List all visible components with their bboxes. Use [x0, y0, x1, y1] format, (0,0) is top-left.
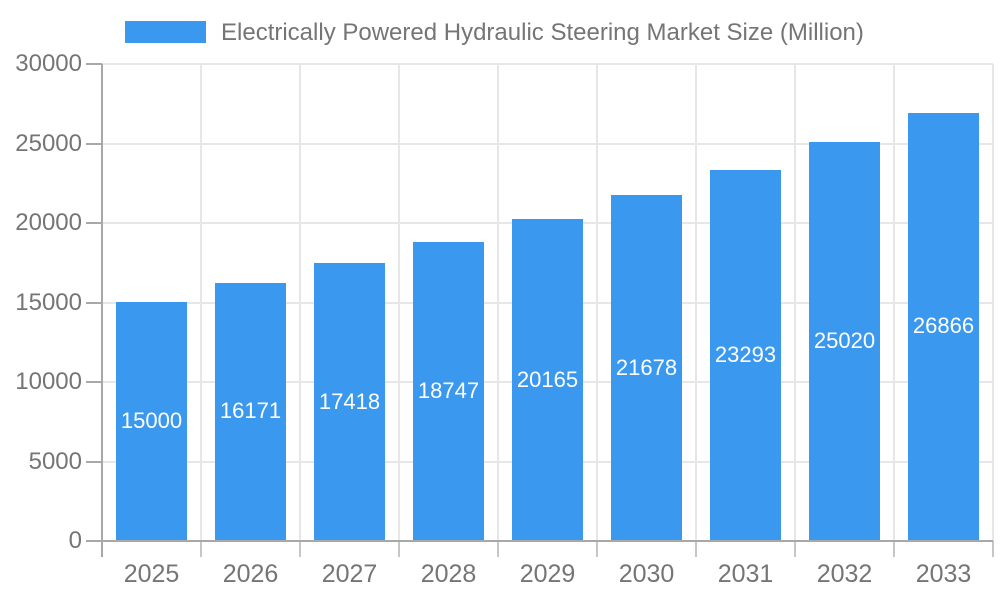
bar-value-label: 17418: [318, 389, 381, 414]
bar-value-label: 25020: [813, 328, 876, 353]
v-gridline: [200, 64, 202, 541]
bar-value-label: 23293: [714, 342, 777, 367]
x-baseline: [101, 540, 993, 542]
legend-label: Electrically Powered Hydraulic Steering …: [221, 19, 864, 46]
bar: [611, 195, 682, 540]
y-tick: [86, 222, 102, 224]
x-axis-label: 2032: [816, 560, 873, 588]
v-gridline: [299, 64, 301, 541]
y-axis-label: 5000: [28, 448, 82, 475]
x-axis-label: 2025: [123, 560, 180, 588]
x-tick: [893, 541, 895, 557]
x-axis-label: 2026: [222, 560, 279, 588]
v-gridline: [497, 64, 499, 541]
y-axis-label: 25000: [15, 130, 82, 157]
x-axis-label: 2028: [420, 560, 477, 588]
bar-value-label: 18747: [417, 378, 480, 403]
x-axis-label: 2030: [618, 560, 675, 588]
x-tick: [992, 541, 994, 557]
y-axis-line: [101, 64, 103, 557]
h-gridline: [102, 63, 993, 65]
x-tick: [695, 541, 697, 557]
x-axis-label: 2033: [915, 560, 972, 588]
y-axis-label: 10000: [15, 368, 82, 395]
y-tick: [86, 63, 102, 65]
v-gridline: [695, 64, 697, 541]
bar-value-label: 26866: [912, 313, 975, 338]
bar: [710, 170, 781, 540]
bar: [314, 263, 385, 540]
x-tick: [794, 541, 796, 557]
bar: [215, 283, 286, 540]
y-tick: [86, 302, 102, 304]
bar-value-label: 16171: [219, 398, 282, 423]
legend-swatch: [125, 21, 206, 43]
bar: [413, 242, 484, 540]
bar: [116, 302, 187, 541]
x-tick: [497, 541, 499, 557]
bar-value-label: 20165: [516, 367, 579, 392]
bar-value-label: 21678: [615, 355, 678, 380]
y-axis-label: 30000: [15, 50, 82, 77]
x-axis-label: 2031: [717, 560, 774, 588]
v-gridline: [398, 64, 400, 541]
x-tick: [596, 541, 598, 557]
x-tick: [200, 541, 202, 557]
bar: [512, 219, 583, 540]
v-gridline: [596, 64, 598, 541]
bar: [908, 113, 979, 540]
x-tick: [398, 541, 400, 557]
y-axis-label: 20000: [15, 209, 82, 236]
y-tick: [86, 461, 102, 463]
y-tick: [86, 540, 102, 542]
v-gridline: [794, 64, 796, 541]
v-gridline: [893, 64, 895, 541]
y-axis-label: 15000: [15, 289, 82, 316]
y-tick: [86, 143, 102, 145]
v-gridline: [992, 64, 994, 541]
y-tick: [86, 381, 102, 383]
h-gridline: [102, 143, 993, 145]
x-tick: [299, 541, 301, 557]
x-axis-label: 2027: [321, 560, 378, 588]
x-axis-label: 2029: [519, 560, 576, 588]
bar-value-label: 15000: [120, 408, 183, 433]
y-axis-label: 0: [68, 527, 82, 554]
bar: [809, 142, 880, 540]
